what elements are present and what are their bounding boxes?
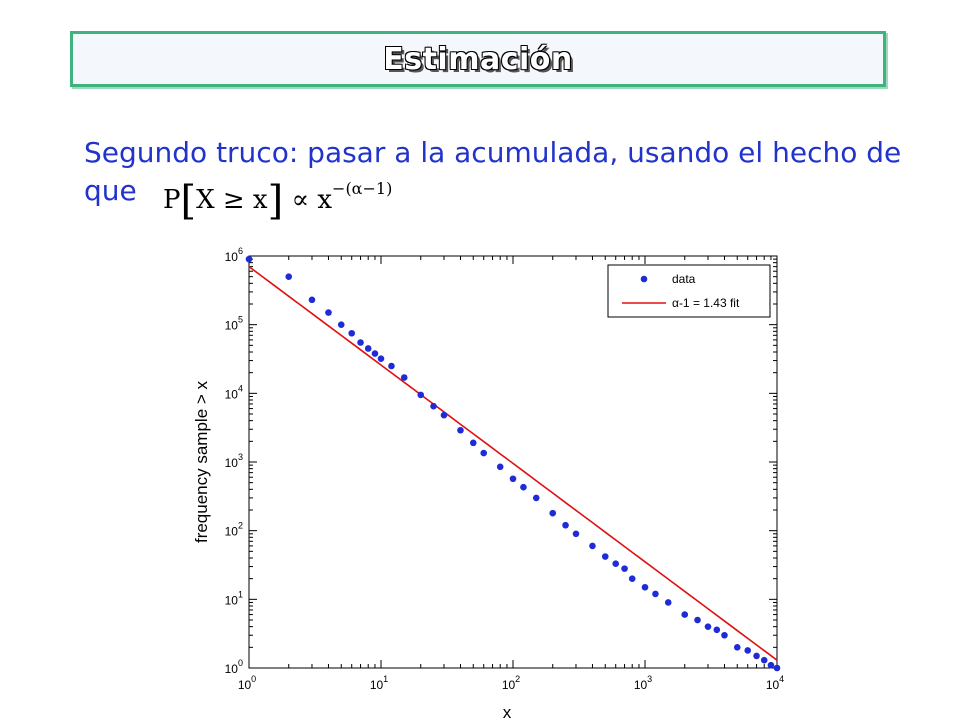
data-point [337, 321, 345, 328]
data-point [572, 530, 580, 538]
x-tick-label: 100 [238, 674, 256, 692]
y-tick-label: 103 [225, 452, 243, 470]
data-point [612, 560, 620, 568]
data-point [753, 652, 760, 660]
data-point [721, 631, 728, 639]
body-line-1: Segundo truco: pasar a la acumulada, usa… [84, 136, 902, 169]
data-point [641, 583, 649, 591]
data-point [245, 255, 253, 263]
data-point [325, 309, 332, 316]
legend-label: data [672, 272, 696, 286]
data-point [532, 494, 540, 502]
data-point [480, 449, 488, 457]
formula-exponent: −(α−1) [332, 179, 393, 198]
data-point [457, 426, 464, 434]
data-point [549, 509, 557, 517]
fit-line [248, 265, 778, 661]
data-point [694, 616, 701, 624]
x-tick-label: 103 [634, 674, 652, 692]
y-axis-label: frequency sample > x [192, 380, 211, 543]
data-point [681, 611, 689, 618]
data-point [621, 565, 628, 572]
data-point [400, 374, 408, 381]
y-tick-label: 105 [225, 315, 243, 333]
data-point [496, 463, 504, 471]
data-point [377, 355, 385, 362]
legend-label: α-1 = 1.43 fit [672, 296, 740, 310]
body-line-2: que [84, 174, 137, 207]
x-tick-label: 101 [370, 674, 388, 692]
data-point [430, 402, 437, 410]
slide-title-box: Estimación [70, 31, 886, 87]
data-point [364, 345, 372, 352]
data-point [628, 575, 636, 582]
data-point [744, 647, 752, 654]
y-tick-label: 101 [225, 589, 243, 607]
data-point [388, 362, 395, 370]
slide-body-text: Segundo truco: pasar a la acumulada, usa… [84, 134, 944, 210]
y-tick-label: 104 [225, 383, 243, 401]
slide-title: Estimación [383, 41, 573, 77]
data-point [417, 391, 425, 399]
formula-close-bracket: ] [267, 178, 284, 224]
y-tick-label: 106 [225, 246, 243, 264]
y-tick-label: 102 [225, 521, 243, 539]
data-point [601, 553, 609, 560]
data-point [308, 296, 316, 304]
plot-frame [248, 255, 778, 669]
data-point [285, 273, 293, 280]
formula-inner: X ≥ x [196, 185, 268, 215]
x-axis-label: x [503, 703, 512, 720]
x-tick-label: 104 [766, 674, 784, 692]
data-point [713, 626, 721, 634]
power-law-formula: P[X ≥ x] ∝ x−(α−1) [163, 178, 392, 224]
data-point [469, 439, 477, 447]
y-tick-label: 100 [225, 658, 243, 676]
data-point [509, 475, 517, 483]
data-point [589, 542, 596, 550]
data-point [773, 664, 781, 672]
data-point [760, 656, 768, 664]
data-point [562, 521, 569, 529]
data-point [371, 350, 379, 357]
data-point [357, 339, 364, 346]
data-point [440, 411, 448, 419]
legend-box [607, 264, 771, 318]
data-point [520, 483, 527, 491]
data-point [348, 329, 356, 337]
formula-p: P [163, 185, 181, 215]
formula-proportional: ∝ [291, 185, 310, 215]
data-point [664, 599, 672, 606]
data-point [652, 590, 659, 598]
data-point [733, 644, 741, 651]
formula-base: x [317, 185, 333, 215]
data-point [704, 623, 712, 630]
formula-open-bracket: [ [180, 178, 197, 224]
x-tick-label: 102 [502, 674, 520, 692]
legend-marker-data [640, 275, 648, 283]
data-point [767, 661, 775, 669]
